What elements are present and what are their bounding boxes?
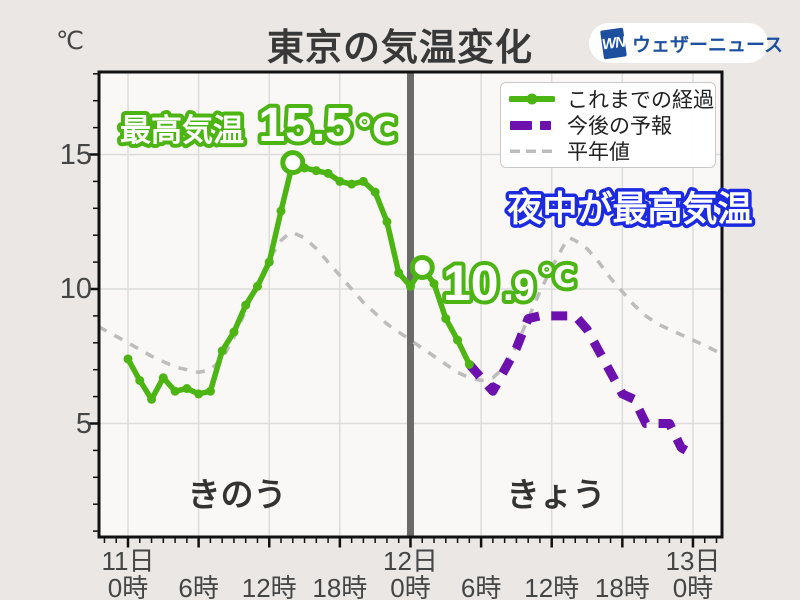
legend-label-forecast: 今後の予報 [567, 115, 672, 138]
page-title: 東京の気温変化 [267, 27, 533, 68]
legend-item-observed: これまでの経過 [509, 86, 714, 112]
normal-line-icon [510, 149, 552, 153]
y-tick-label: 10 [59, 273, 92, 305]
today-label: きょう [507, 476, 606, 513]
x-tick-hour-label: 12時 [524, 573, 580, 603]
x-tick-hour-label: 12時 [241, 573, 297, 603]
legend-label-observed: これまでの経過 [567, 89, 714, 112]
y-tick-label: 5 [75, 407, 92, 440]
legend-item-forecast: 今後の予報 [509, 112, 707, 138]
x-tick-hour-label: 0時 [107, 573, 149, 603]
highlight-markers [280, 150, 435, 280]
y-axis-unit-label: ℃ [55, 27, 85, 55]
observed-line-icon [509, 93, 555, 105]
weathernews-logo: WN ウェザーニュース [589, 23, 783, 63]
legend-label-normal: 平年値 [567, 141, 630, 164]
x-tick-hour-label: 0時 [390, 573, 431, 603]
y-tick-label: 15 [59, 138, 92, 171]
x-tick-hour-label: 6時 [460, 573, 502, 603]
x-tick-day-label: 13日 [665, 546, 721, 576]
midnight-note-annotation: 夜中が最高気温 [506, 190, 752, 229]
yesterday-label: きのう [188, 476, 287, 513]
yesterday-max-annotation: 最高気温 15.5 ℃ [120, 99, 396, 152]
legend-item-normal: 平年値 [509, 138, 707, 164]
chart-legend: これまでの経過 今後の予報 平年値 [500, 82, 716, 168]
x-tick-hour-label: 18時 [312, 573, 368, 603]
today-max-annotation: 10 .9 ℃ [443, 255, 576, 311]
data-series [97, 158, 722, 455]
x-tick-day-label: 11日 [101, 546, 155, 576]
x-tick-hour-label: 0時 [672, 573, 714, 603]
plot-border [97, 70, 724, 539]
x-tick-hour-label: 18時 [594, 573, 650, 603]
x-tick-day-label: 12日 [383, 546, 438, 576]
logo-text: ウェザーニュース [632, 34, 784, 56]
forecast-line-icon [510, 121, 551, 130]
axis-ticks [88, 73, 718, 548]
x-tick-hour-label: 6時 [178, 573, 219, 603]
